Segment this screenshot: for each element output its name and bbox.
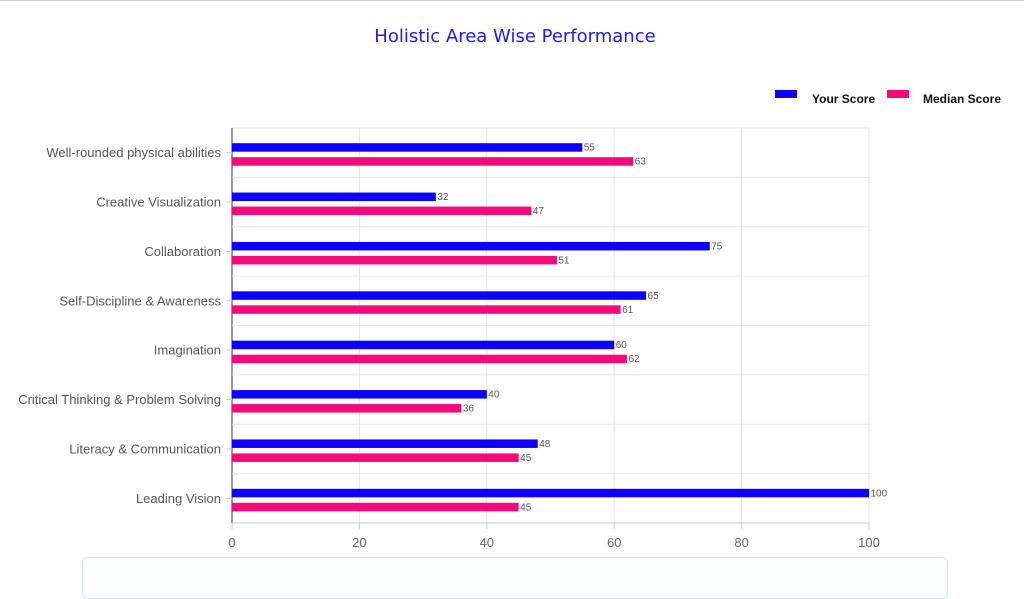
y-category-label: Creative Visualization — [96, 195, 221, 210]
bar-chart: 0 20 40 60 80 100 Well-rounded physical abilit… — [18, 90, 1001, 550]
bar-your-score — [232, 192, 436, 202]
data-label: 63 — [635, 157, 647, 168]
data-label: 45 — [520, 502, 532, 513]
data-label: 100 — [871, 488, 888, 499]
bar-your-score — [232, 291, 647, 300]
y-category-label: Well-rounded physical abilities — [46, 145, 221, 160]
bar-median-score — [232, 305, 621, 314]
x-tick-label: 60 — [607, 535, 621, 550]
data-label: 47 — [533, 206, 545, 217]
y-category-label: Critical Thinking & Problem Solving — [18, 392, 221, 407]
bar-median-score — [232, 453, 519, 462]
bar-median-score — [232, 206, 532, 216]
x-tick-label: 40 — [480, 535, 494, 550]
data-label: 65 — [648, 291, 660, 302]
content-card — [82, 557, 948, 599]
data-label: 61 — [622, 305, 634, 316]
legend-label-median-score: Median Score — [923, 92, 1001, 106]
y-category-label: Collaboration — [144, 244, 221, 259]
chart-title: Holistic Area Wise Performance — [374, 26, 656, 47]
data-label: 55 — [584, 143, 596, 154]
x-tick-label: 0 — [228, 535, 235, 550]
data-label: 51 — [558, 255, 570, 266]
legend-swatch-your-score — [775, 90, 797, 98]
x-tick-label: 80 — [734, 535, 748, 550]
data-label: 60 — [616, 340, 628, 351]
data-label: 48 — [539, 439, 551, 450]
bar-median-score — [232, 502, 519, 512]
data-label: 36 — [463, 404, 475, 415]
bar-your-score — [232, 340, 615, 350]
y-category-label: Literacy & Communication — [69, 441, 221, 456]
y-category-label: Imagination — [154, 343, 221, 358]
bar-median-score — [232, 255, 557, 265]
bar-your-score — [232, 439, 538, 448]
y-category-label: Self-Discipline & Awareness — [59, 293, 221, 308]
bar-median-score — [232, 157, 634, 166]
data-label: 40 — [488, 390, 500, 401]
data-label: 75 — [711, 241, 723, 252]
bar-your-score — [232, 143, 583, 152]
legend-swatch-median-score — [887, 90, 909, 98]
bar-median-score — [232, 404, 462, 413]
data-label: 45 — [520, 453, 532, 464]
data-label: 32 — [437, 192, 449, 203]
x-tick-label: 100 — [858, 535, 880, 550]
bar-your-score — [232, 241, 710, 251]
y-category-label: Leading Vision — [136, 491, 221, 506]
top-divider — [0, 0, 1024, 1]
bar-median-score — [232, 354, 627, 364]
bar-your-score — [232, 488, 869, 498]
x-tick-label: 20 — [352, 535, 366, 550]
legend-label-your-score: Your Score — [812, 92, 875, 106]
data-label: 62 — [628, 354, 640, 365]
bar-your-score — [232, 390, 487, 399]
